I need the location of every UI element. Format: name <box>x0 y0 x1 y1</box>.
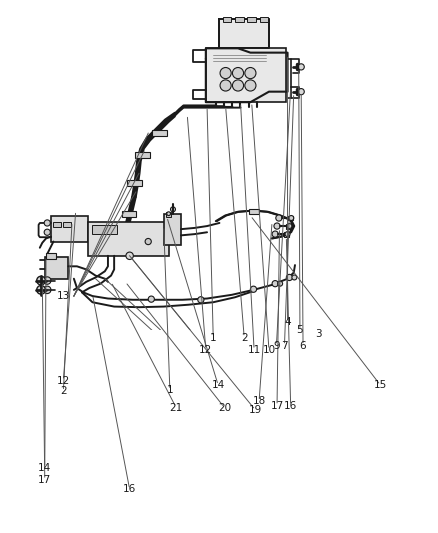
Text: 1: 1 <box>166 385 173 395</box>
Text: 9: 9 <box>273 341 280 351</box>
Circle shape <box>287 223 292 229</box>
Circle shape <box>37 276 46 285</box>
Bar <box>286 223 291 229</box>
Bar <box>64 222 71 227</box>
Text: 11: 11 <box>247 345 261 355</box>
Bar <box>166 212 170 217</box>
Bar <box>223 18 231 22</box>
Text: 17: 17 <box>270 401 284 410</box>
Text: 3: 3 <box>315 329 322 340</box>
Bar <box>88 222 169 256</box>
Text: 14: 14 <box>38 463 51 473</box>
Text: 16: 16 <box>284 401 297 410</box>
Text: 6: 6 <box>300 341 306 351</box>
Circle shape <box>233 68 244 79</box>
Text: 12: 12 <box>199 345 212 355</box>
Circle shape <box>170 207 176 212</box>
Circle shape <box>198 297 204 303</box>
Bar <box>260 18 268 22</box>
Bar <box>235 18 244 22</box>
Text: 14: 14 <box>212 380 225 390</box>
Circle shape <box>126 252 133 260</box>
Text: 19: 19 <box>249 405 262 415</box>
Text: 20: 20 <box>218 402 231 413</box>
Circle shape <box>145 238 151 245</box>
Circle shape <box>233 80 244 91</box>
Bar <box>122 211 137 217</box>
Circle shape <box>289 215 294 221</box>
Circle shape <box>220 80 231 91</box>
Circle shape <box>272 231 278 237</box>
Circle shape <box>43 286 51 294</box>
Text: 13: 13 <box>57 291 70 301</box>
Bar <box>164 214 181 245</box>
Text: 2: 2 <box>241 333 247 343</box>
Bar <box>127 180 142 186</box>
Circle shape <box>276 215 282 221</box>
Bar <box>249 209 259 214</box>
Text: 16: 16 <box>123 484 136 494</box>
Circle shape <box>272 280 278 287</box>
Bar <box>53 222 61 227</box>
Circle shape <box>251 286 257 292</box>
Bar <box>152 130 167 136</box>
Circle shape <box>286 274 293 280</box>
Text: 15: 15 <box>374 380 387 390</box>
Circle shape <box>37 286 46 294</box>
Bar <box>135 152 150 158</box>
Text: 17: 17 <box>38 475 51 485</box>
Text: 4: 4 <box>284 317 291 327</box>
Circle shape <box>278 281 283 286</box>
Text: 2: 2 <box>60 386 67 397</box>
Circle shape <box>245 68 256 79</box>
Circle shape <box>43 277 51 284</box>
Bar <box>284 232 290 237</box>
Circle shape <box>285 232 290 237</box>
Circle shape <box>274 223 280 229</box>
Text: 18: 18 <box>252 397 266 406</box>
Bar <box>45 257 68 279</box>
Bar <box>92 225 117 234</box>
Circle shape <box>245 80 256 91</box>
Circle shape <box>220 68 231 79</box>
Circle shape <box>298 88 304 95</box>
Circle shape <box>292 275 297 280</box>
Circle shape <box>167 212 170 215</box>
Text: 10: 10 <box>262 345 276 355</box>
Circle shape <box>44 220 50 226</box>
Text: 21: 21 <box>170 402 183 413</box>
Circle shape <box>148 296 155 302</box>
Text: 12: 12 <box>57 376 70 386</box>
Bar <box>288 215 293 221</box>
Bar <box>206 49 286 102</box>
Circle shape <box>298 64 304 70</box>
Bar <box>51 215 88 241</box>
Bar <box>247 18 256 22</box>
Circle shape <box>44 229 50 236</box>
Text: 1: 1 <box>210 333 216 343</box>
Text: 7: 7 <box>281 341 288 351</box>
Bar <box>219 19 269 49</box>
Bar <box>46 253 56 259</box>
Text: 5: 5 <box>297 325 303 335</box>
